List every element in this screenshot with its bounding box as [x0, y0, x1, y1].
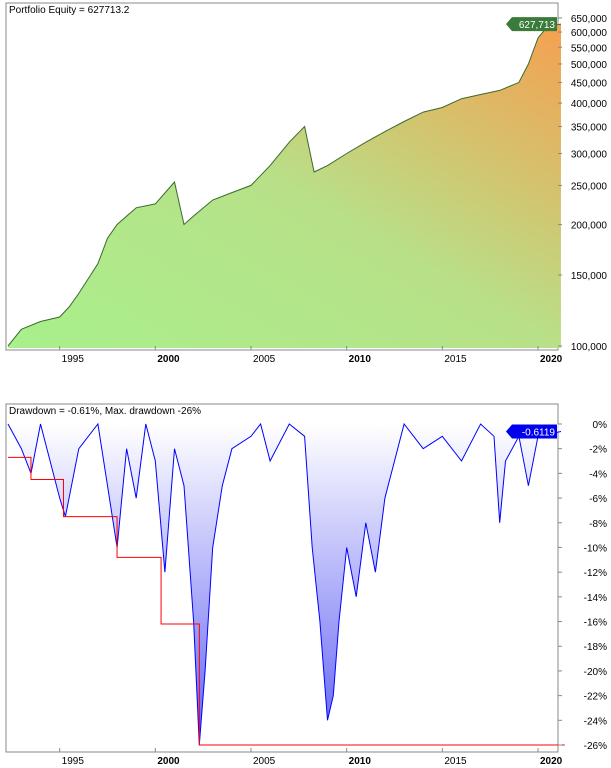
x-tick-label: 2010: [349, 756, 372, 767]
y-tick-label: 450,000: [571, 78, 608, 89]
y-tick-label: -22%: [584, 692, 607, 703]
y-tick-label: 400,000: [571, 99, 608, 110]
last-value-marker: [506, 17, 557, 32]
x-tick-label: 2005: [253, 756, 276, 767]
y-tick-label: 100,000: [571, 342, 608, 353]
y-tick-label: 200,000: [571, 221, 608, 232]
drawdown-panel: 0% -2% -4% -6% -8% -10% -12% -14% -16% -18% -20% -2…: [5, 403, 608, 767]
plot-frame: [5, 403, 559, 753]
last-value-label: -0.6119: [522, 428, 556, 439]
y-tick-label: -2%: [589, 445, 607, 456]
x-tick-label: 2020: [540, 756, 563, 767]
series-line: [7, 23, 562, 347]
y-tick-label: 350,000: [571, 122, 608, 133]
y-tick-label: -26%: [584, 741, 607, 752]
y-tick-label: 0%: [593, 420, 608, 431]
max-drawdown-line: [8, 456, 565, 746]
y-tick-label: 250,000: [571, 181, 608, 192]
x-tick-label: 1995: [62, 756, 85, 767]
y-tick-label: -16%: [584, 618, 607, 629]
x-tick-label: 2015: [444, 756, 467, 767]
y-tick-label: -4%: [589, 469, 607, 480]
y-tick-label: -24%: [584, 716, 607, 727]
x-tick-label: 2000: [157, 354, 180, 365]
x-tick-label: 1995: [62, 354, 85, 365]
series-area: [8, 424, 561, 745]
y-tick-label: -6%: [589, 494, 607, 505]
panel-title: Drawdown = -0.61%, Max. drawdown -26%: [9, 406, 201, 417]
y-tick-label: -8%: [589, 519, 607, 530]
y-tick-label: 300,000: [571, 149, 608, 160]
panel-title: Portfolio Equity = 627713.2: [9, 5, 130, 16]
x-tick-label: 2000: [157, 756, 180, 767]
y-tick-label: -14%: [584, 593, 607, 604]
last-value-label: 627,713: [519, 20, 556, 31]
series-area: [8, 24, 561, 348]
series-line: [7, 422, 562, 746]
y-tick-label: 550,000: [571, 43, 608, 54]
x-tick-label: 2015: [444, 354, 467, 365]
y-tick-label: -12%: [584, 568, 607, 579]
last-value-marker: [506, 424, 557, 439]
x-tick-label: 2020: [540, 354, 563, 365]
equity-panel: 100,000 150,000 200,000 250,000 300,000 350,0…: [5, 2, 608, 365]
y-tick-label: 650,000: [571, 14, 608, 25]
y-tick-label: 500,000: [571, 60, 608, 71]
y-tick-label: 150,000: [571, 271, 608, 282]
y-tick-label: 600,000: [571, 28, 608, 39]
y-tick-label: -10%: [584, 543, 607, 554]
x-tick-label: 2005: [253, 354, 276, 365]
x-tick-label: 2010: [349, 354, 372, 365]
y-tick-label: -18%: [584, 642, 607, 653]
y-tick-label: -20%: [584, 667, 607, 678]
